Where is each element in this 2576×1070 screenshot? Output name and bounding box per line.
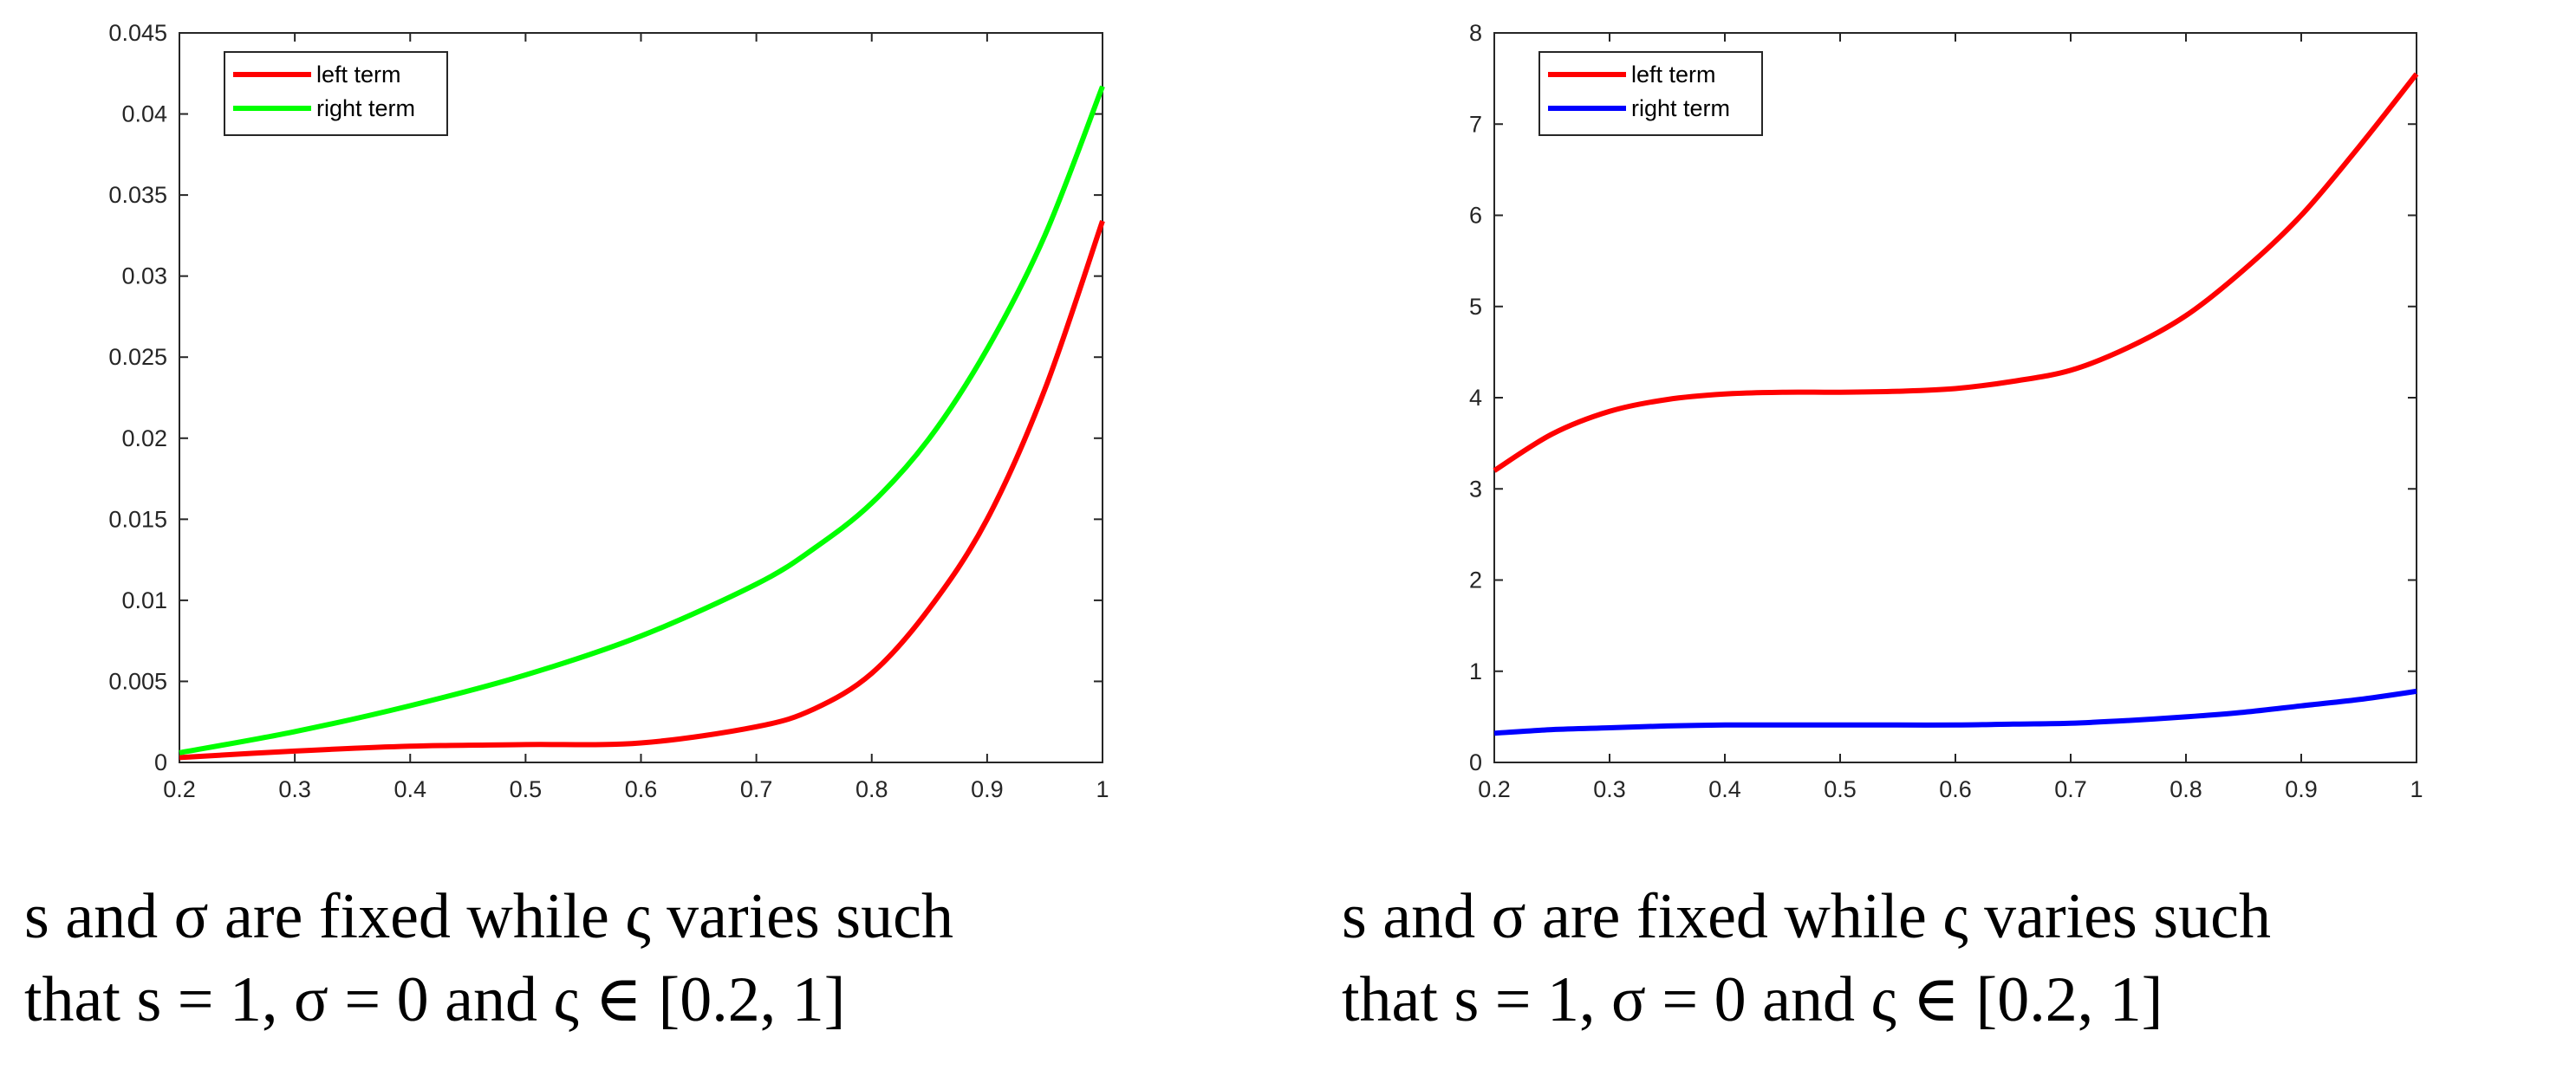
x-tick-label: 0.7 [740,776,773,802]
x-tick-label: 0.9 [971,776,1004,802]
legend [1538,51,1763,136]
chart-left: 0.2 0.3 0.4 0.5 0.6 0.7 0.8 0.9 1 0 0.005 0.01 0.015… [108,20,1109,802]
x-tick-label: 0.5 [1824,776,1857,802]
caption-left-line-1: s and σ are fixed while ς varies such [24,881,953,952]
y-tick-label: 0.015 [108,506,167,532]
chart-right: 0.2 0.3 0.4 0.5 0.6 0.7 0.8 0.9 1 0 1 2 3 4 5 6 7 8 left t… [1469,20,2423,802]
plot-area [179,32,1103,763]
series-line-right-term [1493,688,2417,736]
x-tick-label: 0.7 [2054,776,2087,802]
legend-label: right term [316,95,415,121]
caption-left-line-2: that s = 1, σ = 0 and ς ∈ [0.2, 1] [24,964,846,1035]
x-tick-label: 0.3 [278,776,311,802]
legend-label: right term [1631,95,1730,121]
x-tick-label: 0.2 [163,776,196,802]
y-tick-label: 1 [1469,658,1482,684]
y-tick-label: 5 [1469,294,1482,320]
y-tick-label: 3 [1469,476,1482,502]
y-tick-label: 4 [1469,385,1482,411]
x-tick-label: 0.6 [1939,776,1972,802]
y-tick-label: 0.025 [108,344,167,370]
legend-label: left term [316,62,401,88]
series-line-right-term [179,85,1105,755]
y-tick-label: 7 [1469,111,1482,137]
x-tick-label: 0.6 [625,776,658,802]
legend [224,51,448,136]
series-line-left-term [179,220,1105,761]
x-tick-label: 1 [2410,776,2423,802]
x-tick-label: 0.4 [394,776,426,802]
legend-label: left term [1631,62,1716,88]
caption-right-line-1: s and σ are fixed while ς varies such [1342,881,2271,952]
plot-area [1493,32,2417,763]
y-tick-label: 0.01 [121,587,167,613]
y-tick-label: 0.04 [121,101,167,127]
x-tick-label: 0.4 [1708,776,1741,802]
x-tick-label: 0.2 [1478,776,1511,802]
y-tick-label: 0.045 [108,20,167,46]
y-tick-label: 0.03 [121,263,167,289]
caption-right-line-2: that s = 1, σ = 0 and ς ∈ [0.2, 1] [1342,964,2163,1035]
x-tick-label: 0.9 [2285,776,2318,802]
y-tick-label: 0 [1469,749,1482,775]
y-tick-label: 0.02 [121,425,167,451]
y-tick-label: 6 [1469,203,1482,229]
caption-left: s and σ are fixed while ς varies such th… [24,875,953,1041]
x-tick-label: 0.8 [2169,776,2202,802]
x-tick-label: 0.3 [1593,776,1626,802]
caption-right: s and σ are fixed while ς varies such th… [1342,875,2271,1041]
y-tick-label: 0 [154,749,167,775]
series-line-left-term [1493,72,2419,473]
x-tick-label: 0.8 [855,776,888,802]
x-tick-label: 1 [1096,776,1109,802]
y-tick-label: 2 [1469,567,1482,593]
y-tick-label: 8 [1469,20,1482,46]
x-tick-label: 0.5 [510,776,543,802]
y-tick-label: 0.035 [108,182,167,208]
y-tick-label: 0.005 [108,668,167,694]
